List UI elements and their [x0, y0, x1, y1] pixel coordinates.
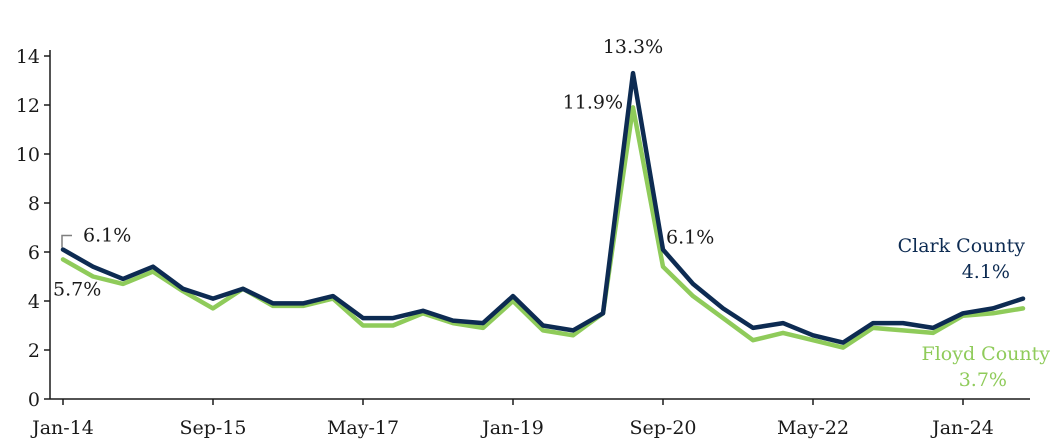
y-tick-label: 0 — [28, 389, 40, 411]
y-tick-label: 14 — [16, 46, 40, 68]
y-tick-label: 10 — [16, 144, 40, 166]
x-tick-label: May-17 — [327, 417, 399, 439]
y-tick-label: 2 — [28, 340, 40, 362]
data-label-clark-peak: 13.3% — [603, 36, 663, 58]
y-tick-label: 8 — [28, 193, 40, 215]
x-tick-label: Jan-14 — [30, 417, 94, 439]
y-tick-label: 6 — [28, 242, 40, 264]
legend-value-floyd-county: 3.7% — [959, 369, 1007, 391]
x-tick-label: Jan-19 — [480, 417, 544, 439]
series-line-floyd-county — [60, 105, 1026, 350]
y-tick-label: 4 — [28, 291, 40, 313]
x-axis: Jan-14 Sep-15 May-17 Jan-19 Sep-20 May-22 Jan-… — [30, 398, 1030, 439]
data-label-clark-post-peak: 6.1% — [666, 227, 714, 249]
legend-label-floyd-county: Floyd County — [922, 343, 1051, 365]
x-tick-label: Jan-24 — [930, 417, 994, 439]
annotation-layer: 6.1% 5.7% 13.3% 11.9% 6.1% — [53, 36, 714, 300]
legend-value-clark-county: 4.1% — [962, 261, 1010, 283]
legend-label-clark-county: Clark County — [898, 235, 1026, 257]
legend-layer: Clark County 4.1% Floyd County 3.7% — [898, 235, 1051, 391]
x-tick-label: Sep-15 — [179, 417, 246, 439]
data-label-clark-jan-14: 6.1% — [83, 225, 131, 247]
series-line-clark-county — [60, 70, 1026, 345]
x-tick-label: Sep-20 — [629, 417, 696, 439]
series-layer — [60, 70, 1026, 350]
y-tick-label: 12 — [16, 95, 40, 117]
y-axis: 0 2 4 6 8 10 12 14 — [16, 46, 51, 411]
data-label-floyd-jan-14: 5.7% — [53, 278, 101, 300]
data-label-floyd-peak: 11.9% — [563, 91, 623, 113]
callout-leader — [61, 234, 72, 248]
x-tick-label: May-22 — [777, 417, 849, 439]
